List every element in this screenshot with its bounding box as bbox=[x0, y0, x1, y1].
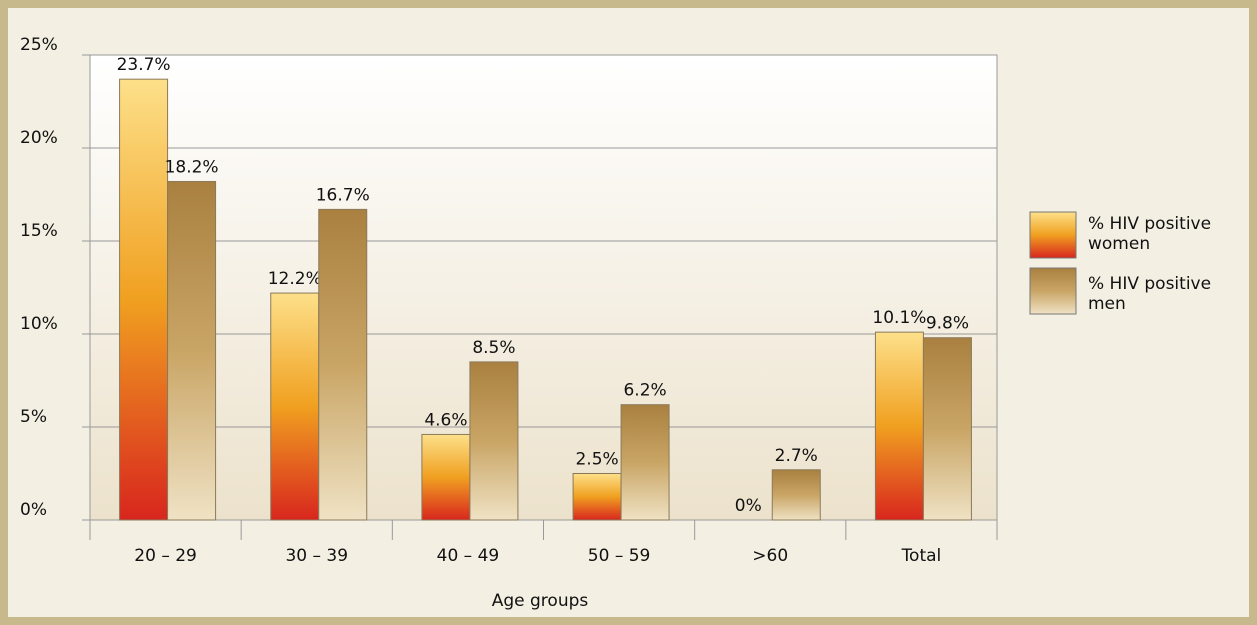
bar bbox=[922, 337, 972, 521]
data-label: 2.7% bbox=[775, 446, 818, 466]
y-tick-label: 15% bbox=[20, 221, 58, 241]
legend-label: % HIV positive women bbox=[1088, 214, 1212, 254]
bar bbox=[318, 208, 368, 521]
y-tick-label: 10% bbox=[20, 314, 58, 334]
y-tick-label: 5% bbox=[20, 407, 47, 427]
bar bbox=[270, 292, 320, 521]
legend-label: % HIV positive men bbox=[1088, 274, 1212, 314]
x-tick-label: 50 – 59 bbox=[588, 546, 651, 566]
bar bbox=[572, 473, 622, 521]
data-label: 0% bbox=[735, 496, 762, 516]
bar bbox=[119, 78, 169, 521]
bar bbox=[421, 433, 471, 521]
data-label: 6.2% bbox=[623, 381, 666, 401]
data-label: 12.2% bbox=[268, 269, 322, 289]
bar bbox=[874, 331, 924, 521]
data-label: 10.1% bbox=[872, 308, 926, 328]
data-label: 8.5% bbox=[472, 338, 515, 358]
data-label: 2.5% bbox=[575, 450, 618, 470]
y-tick-label: 20% bbox=[20, 128, 58, 148]
x-tick-label: 40 – 49 bbox=[437, 546, 500, 566]
x-tick-label: 30 – 39 bbox=[285, 546, 348, 566]
y-tick-label: 0% bbox=[20, 500, 47, 520]
bar bbox=[469, 361, 519, 521]
y-tick-label: 25% bbox=[20, 35, 58, 55]
legend-swatch bbox=[1029, 267, 1077, 315]
data-label: 16.7% bbox=[316, 185, 370, 205]
bar bbox=[771, 469, 821, 521]
bar bbox=[620, 404, 670, 521]
x-tick-label: >60 bbox=[752, 546, 788, 566]
x-axis-label: Age groups bbox=[492, 591, 589, 611]
plot-area bbox=[89, 54, 998, 521]
data-label: 4.6% bbox=[424, 410, 467, 430]
bar bbox=[167, 180, 217, 521]
data-label: 9.8% bbox=[926, 314, 969, 334]
data-label: 23.7% bbox=[117, 55, 171, 75]
x-tick-label: 20 – 29 bbox=[134, 546, 197, 566]
legend-swatch bbox=[1029, 211, 1077, 259]
data-label: 18.2% bbox=[165, 157, 219, 177]
x-tick-label: Total bbox=[901, 546, 942, 566]
